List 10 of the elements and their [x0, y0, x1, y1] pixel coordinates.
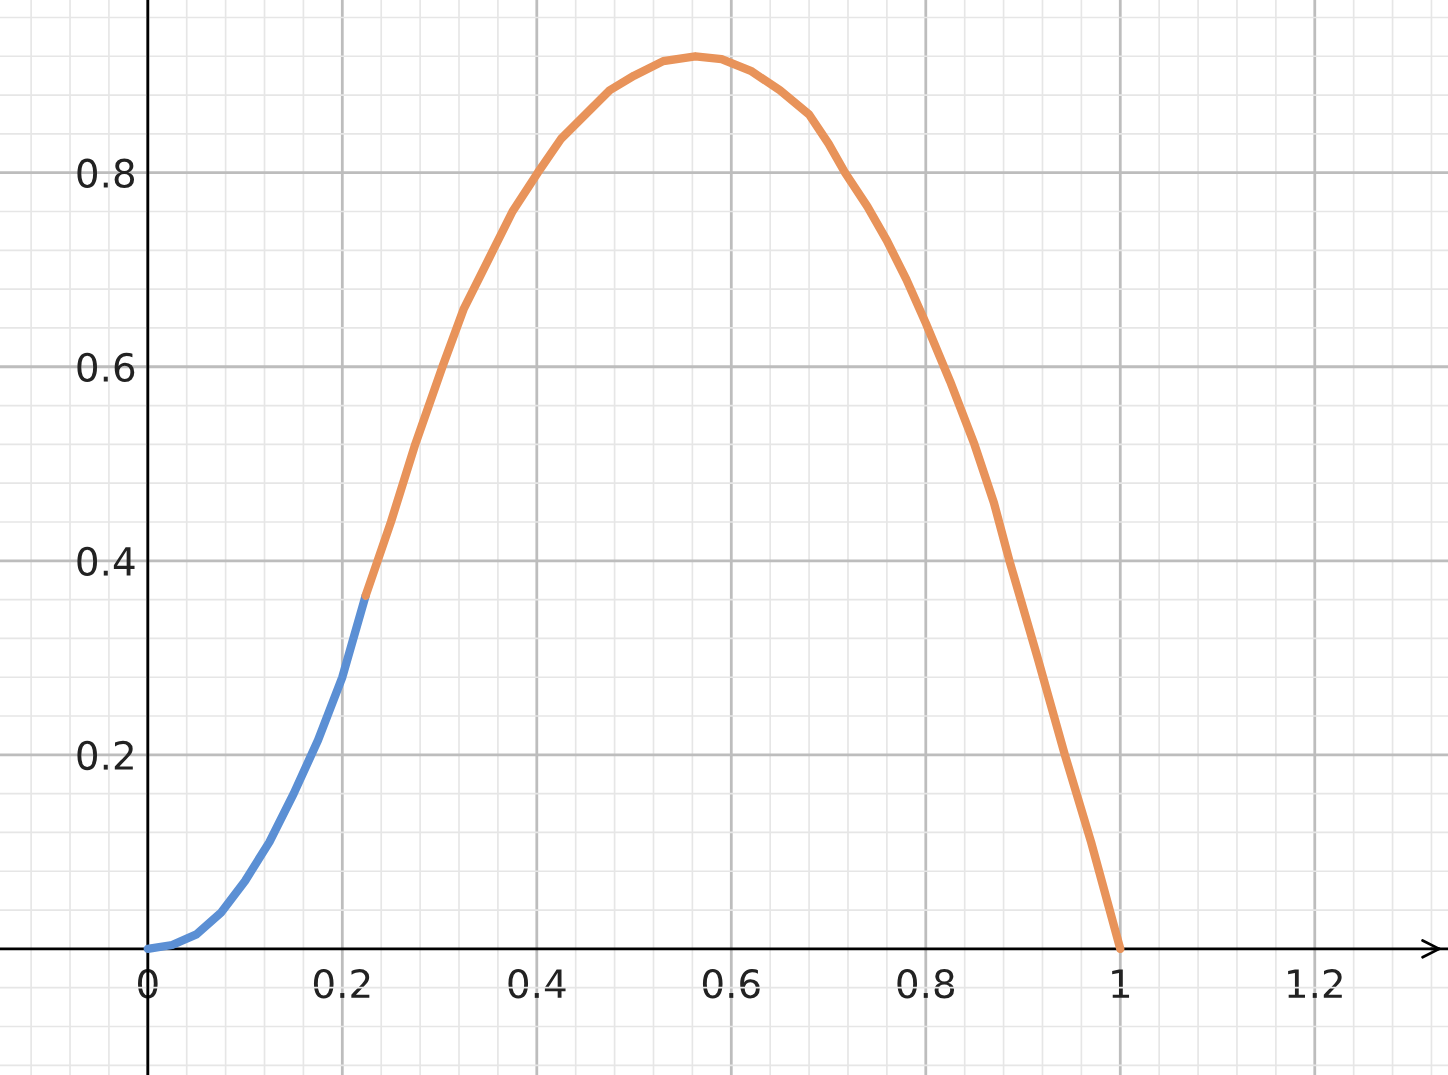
x-tick-label: 0.4	[508, 969, 566, 999]
x-tick-label: 0.6	[702, 969, 760, 999]
x-tick-label: 0.2	[313, 969, 370, 999]
y-tick-label: 0.6	[77, 352, 135, 383]
x-tick-label: 0.8	[897, 969, 955, 999]
y-tick-label: 0.8	[77, 158, 135, 189]
x-tick-label: 1	[1112, 969, 1130, 998]
x-tick-label: 1.2	[1288, 969, 1342, 998]
y-tick-label: 0.2	[77, 740, 133, 771]
y-tick-label: 0.4	[77, 546, 135, 577]
